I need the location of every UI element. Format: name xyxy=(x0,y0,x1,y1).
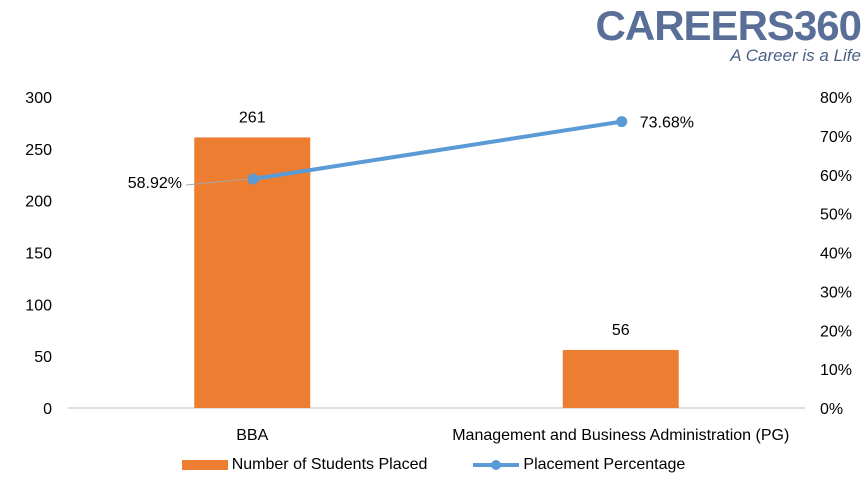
y-left-tick-label: 150 xyxy=(25,246,52,263)
legend-item-line: Placement Percentage xyxy=(457,456,701,474)
bar-data-label: 56 xyxy=(612,322,630,339)
y-left-tick-label: 200 xyxy=(25,194,52,211)
legend-line-swatch xyxy=(473,460,520,470)
bar-data-label: 261 xyxy=(239,109,266,126)
x-category-label: Management and Business Administration (… xyxy=(452,427,789,444)
label-leader-line xyxy=(185,178,248,186)
y-right-tick-label: 10% xyxy=(820,362,852,379)
line-placement-percentage xyxy=(251,119,624,181)
y-right-tick-label: 70% xyxy=(820,129,852,146)
line-data-label: 58.92% xyxy=(128,175,182,192)
logo-tagline: A Career is a Life xyxy=(730,46,861,65)
y-right-tick-label: 50% xyxy=(820,207,852,224)
brand-logo: CAREERS360 A Career is a Life xyxy=(595,2,862,66)
y-left-tick-label: 100 xyxy=(25,297,52,314)
line-data-label: 73.68% xyxy=(640,115,694,132)
legend-bar-label: Number of Students Placed xyxy=(231,456,428,473)
y-right-tick-label: 30% xyxy=(820,284,852,301)
y-left-tick-label: 250 xyxy=(25,142,52,159)
line-point-2 xyxy=(616,116,628,128)
logo-brand: CAREERS360 xyxy=(595,2,862,49)
y-right-tick-label: 40% xyxy=(820,246,852,263)
y-left-tick-label: 50 xyxy=(34,349,52,366)
y-right-tick-label: 0% xyxy=(820,401,843,418)
legend-bar-swatch xyxy=(181,460,228,470)
y-right-tick-label: 80% xyxy=(820,90,852,107)
y-right-tick-label: 20% xyxy=(820,323,852,340)
legend-line-label: Placement Percentage xyxy=(523,456,686,473)
bar-2 xyxy=(562,349,679,408)
y-left-tick-label: 0 xyxy=(43,401,52,418)
line-point-1 xyxy=(247,173,259,185)
legend-item-bar: Number of Students Placed xyxy=(166,456,444,474)
x-category-label: BBA xyxy=(236,427,268,444)
y-right-tick-label: 60% xyxy=(820,168,852,185)
chart-legend: Number of Students Placed Placement Perc… xyxy=(0,456,867,474)
y-left-tick-label: 300 xyxy=(25,90,52,107)
